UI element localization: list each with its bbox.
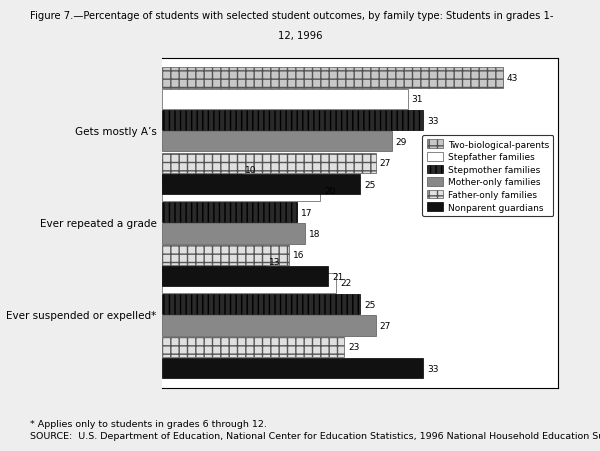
Text: 33: 33: [427, 364, 439, 373]
Text: 20: 20: [325, 187, 336, 196]
Text: 27: 27: [380, 159, 391, 168]
Legend: Two-biological-parents, Stepfather families, Stepmother families, Mother-only fa: Two-biological-parents, Stepfather famil…: [422, 136, 553, 216]
Bar: [162, 202, 296, 223]
Text: 29: 29: [395, 138, 407, 147]
Text: 21: 21: [332, 272, 344, 281]
Bar: [162, 267, 328, 286]
Bar: [162, 245, 289, 265]
Text: 25: 25: [364, 300, 376, 309]
Bar: [162, 68, 503, 88]
Bar: [162, 153, 376, 174]
Bar: [162, 175, 360, 195]
Text: 16: 16: [293, 251, 304, 260]
Text: 17: 17: [301, 208, 312, 217]
Text: 25: 25: [364, 180, 376, 189]
Bar: [162, 316, 376, 336]
Text: 23: 23: [348, 342, 359, 351]
Text: 27: 27: [380, 321, 391, 330]
Bar: [162, 295, 360, 314]
Text: 31: 31: [412, 95, 423, 104]
Bar: [162, 224, 305, 244]
Text: 22: 22: [340, 279, 352, 288]
Text: 12, 1996: 12, 1996: [278, 31, 322, 41]
Bar: [162, 89, 407, 110]
Bar: [162, 132, 392, 152]
Bar: [162, 273, 336, 293]
Text: 43: 43: [506, 74, 518, 83]
Bar: [162, 181, 320, 202]
Text: 10: 10: [245, 166, 257, 175]
Bar: [162, 252, 265, 272]
Bar: [162, 160, 241, 180]
Bar: [162, 337, 344, 357]
Bar: [162, 110, 424, 131]
Text: 18: 18: [308, 230, 320, 239]
Text: Figure 7.—Percentage of students with selected student outcomes, by family type:: Figure 7.—Percentage of students with se…: [30, 11, 554, 21]
Text: SOURCE:  U.S. Department of Education, National Center for Education Statistics,: SOURCE: U.S. Department of Education, Na…: [30, 431, 600, 440]
Text: 33: 33: [427, 116, 439, 125]
Text: * Applies only to students in grades 6 through 12.: * Applies only to students in grades 6 t…: [30, 419, 267, 428]
Text: 13: 13: [269, 258, 280, 267]
Bar: [162, 358, 424, 378]
